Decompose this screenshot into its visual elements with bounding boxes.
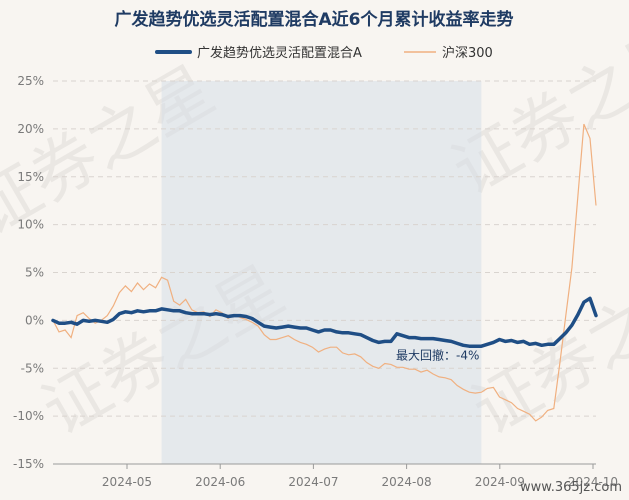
y-tick-label: 25% <box>17 74 44 88</box>
x-tick-label: 2024-09 <box>475 475 525 489</box>
x-tick-label: 2024-07 <box>288 475 338 489</box>
y-tick-label: 0% <box>25 313 44 327</box>
x-axis: 2024-05 2024-06 2024-07 2024-08 2024-09 2024-… <box>102 464 618 489</box>
y-tick-label: 20% <box>17 122 44 136</box>
grid-lines <box>53 80 596 465</box>
series-line-hs300 <box>52 123 597 422</box>
y-tick-label: 5% <box>25 266 44 280</box>
chart-title: 广发趋势优选灵活配置混合A近6个月累计收益率走势 <box>115 9 514 30</box>
legend-label-fund: 广发趋势优选灵活配置混合A <box>197 45 362 61</box>
y-tick-label: 15% <box>17 170 44 184</box>
y-tick-label: -15% <box>13 457 44 471</box>
max-drawdown-area <box>161 81 482 464</box>
x-tick-label: 2024-10 <box>568 475 618 489</box>
legend-label-hs300: 沪深300 <box>442 45 493 61</box>
y-tick-label: 10% <box>17 218 44 232</box>
y-tick-label: -5% <box>21 361 44 375</box>
max-drawdown-label: 最大回撤：-4% <box>396 348 479 363</box>
legend: 广发趋势优选灵活配置混合A 沪深300 <box>155 45 493 61</box>
x-tick-label: 2024-05 <box>102 475 152 489</box>
y-tick-label: -10% <box>13 409 44 423</box>
y-axis: 25% 20% 15% 10% 5% 0% -5% -10% -15% <box>13 74 44 471</box>
site-label: www.365jz.com <box>520 480 622 495</box>
x-tick-label: 2024-08 <box>382 475 432 489</box>
x-tick-label: 2024-06 <box>195 475 245 489</box>
series-line-fund <box>51 296 598 348</box>
